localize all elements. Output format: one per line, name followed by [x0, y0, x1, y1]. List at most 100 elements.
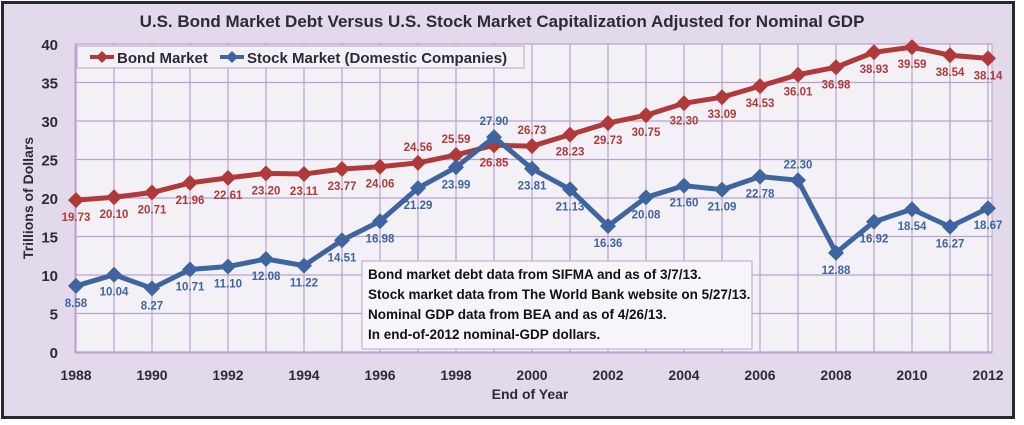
data-label: 10.71	[176, 282, 205, 294]
data-label: 24.56	[404, 142, 433, 154]
data-point-marker	[448, 146, 464, 163]
data-label: 39.59	[898, 59, 927, 71]
data-point-marker	[220, 169, 236, 186]
x-tick-label: 2010	[896, 367, 927, 383]
data-point-marker	[486, 129, 502, 146]
x-tick-label: 2012	[972, 367, 1003, 383]
legend-bond-marker	[96, 51, 108, 63]
data-point-marker	[714, 89, 730, 106]
data-point-marker	[296, 166, 312, 183]
data-point-marker	[258, 165, 274, 182]
data-point-marker	[676, 95, 692, 112]
data-label: 21.09	[708, 202, 737, 214]
data-label: 28.23	[556, 147, 585, 159]
x-tick-label: 1996	[364, 367, 395, 383]
data-point-marker	[790, 172, 806, 189]
data-label: 23.77	[328, 181, 357, 193]
data-point-marker	[600, 115, 616, 132]
annotation-line: Stock market data from The World Bank we…	[368, 287, 750, 302]
legend-stock-marker	[226, 51, 238, 63]
x-tick-label: 2000	[516, 367, 547, 383]
data-label: 26.73	[518, 125, 547, 137]
legend: Bond Market Stock Market (Domestic Compa…	[76, 45, 525, 69]
data-label: 12.08	[252, 271, 281, 283]
data-point-marker	[106, 189, 122, 206]
data-label: 21.96	[176, 195, 205, 207]
data-point-marker	[828, 244, 844, 261]
y-tick-label: 0	[50, 345, 58, 362]
data-point-marker	[410, 154, 426, 171]
data-point-marker	[524, 138, 540, 155]
data-label: 16.36	[594, 238, 623, 250]
data-point-marker	[182, 261, 198, 278]
data-label: 23.99	[442, 179, 471, 191]
data-label: 38.93	[860, 64, 889, 76]
data-point-marker	[372, 213, 388, 230]
data-point-marker	[144, 280, 160, 297]
y-tick-label: 30	[41, 114, 58, 131]
data-label: 11.10	[214, 279, 242, 291]
data-point-marker	[752, 168, 768, 185]
data-point-marker	[866, 44, 882, 61]
data-label: 23.20	[252, 185, 281, 197]
data-label: 25.59	[442, 134, 471, 146]
data-label: 8.27	[141, 300, 163, 312]
data-label: 16.92	[860, 234, 889, 246]
x-tick-label: 1990	[136, 367, 167, 383]
data-point-marker	[334, 232, 350, 249]
data-label: 22.30	[784, 159, 813, 171]
data-point-marker	[828, 59, 844, 76]
data-point-marker	[372, 158, 388, 175]
data-point-marker	[144, 184, 160, 201]
x-tick-label: 1994	[288, 367, 319, 383]
data-label: 11.22	[290, 278, 318, 290]
data-point-marker	[904, 201, 920, 218]
data-point-marker	[600, 218, 616, 235]
y-tick-label: 10	[41, 268, 58, 285]
data-point-marker	[752, 78, 768, 95]
x-tick-label: 2008	[820, 367, 851, 383]
legend-stock-label: Stock Market (Domestic Companies)	[247, 50, 507, 67]
data-label: 30.75	[632, 127, 661, 139]
data-label: 19.73	[62, 212, 91, 224]
data-label: 23.11	[290, 186, 319, 198]
data-point-marker	[448, 159, 464, 176]
data-point-marker	[638, 107, 654, 124]
data-label: 21.60	[670, 198, 699, 210]
data-point-marker	[714, 181, 730, 198]
data-point-marker	[562, 126, 578, 143]
data-label: 10.04	[100, 287, 129, 299]
data-point-marker	[106, 266, 122, 283]
data-label: 22.78	[746, 189, 775, 201]
data-label: 36.98	[822, 79, 851, 91]
x-axis-label: End of Year	[492, 386, 569, 402]
data-point-marker	[562, 181, 578, 198]
y-tick-label: 25	[41, 153, 58, 170]
y-tick-label: 5	[50, 307, 58, 324]
data-label: 16.27	[936, 239, 965, 251]
data-label: 26.85	[480, 157, 509, 169]
annotation-line: Nominal GDP data from BEA and as of 4/26…	[368, 307, 667, 322]
data-label: 24.06	[366, 179, 395, 191]
y-tick-label: 15	[41, 230, 58, 247]
data-label: 29.73	[594, 135, 623, 147]
y-axis-label: Trillions of Dollars	[20, 137, 36, 259]
data-label: 27.90	[480, 116, 509, 128]
data-label: 14.51	[328, 252, 357, 264]
data-label: 18.54	[898, 221, 927, 233]
data-point-marker	[904, 39, 920, 56]
x-tick-label: 1992	[212, 367, 243, 383]
data-point-marker	[942, 47, 958, 64]
annotation-line: Bond market debt data from SIFMA and as …	[368, 267, 701, 282]
data-point-marker	[942, 218, 958, 235]
data-point-marker	[258, 250, 274, 267]
data-label: 16.98	[366, 233, 395, 245]
legend-bond-label: Bond Market	[117, 50, 208, 67]
x-tick-label: 1998	[440, 367, 471, 383]
data-point-marker	[410, 180, 426, 197]
data-label: 12.88	[822, 265, 851, 277]
data-label: 33.09	[708, 109, 737, 121]
data-label: 22.61	[214, 190, 243, 202]
data-point-marker	[980, 50, 996, 67]
